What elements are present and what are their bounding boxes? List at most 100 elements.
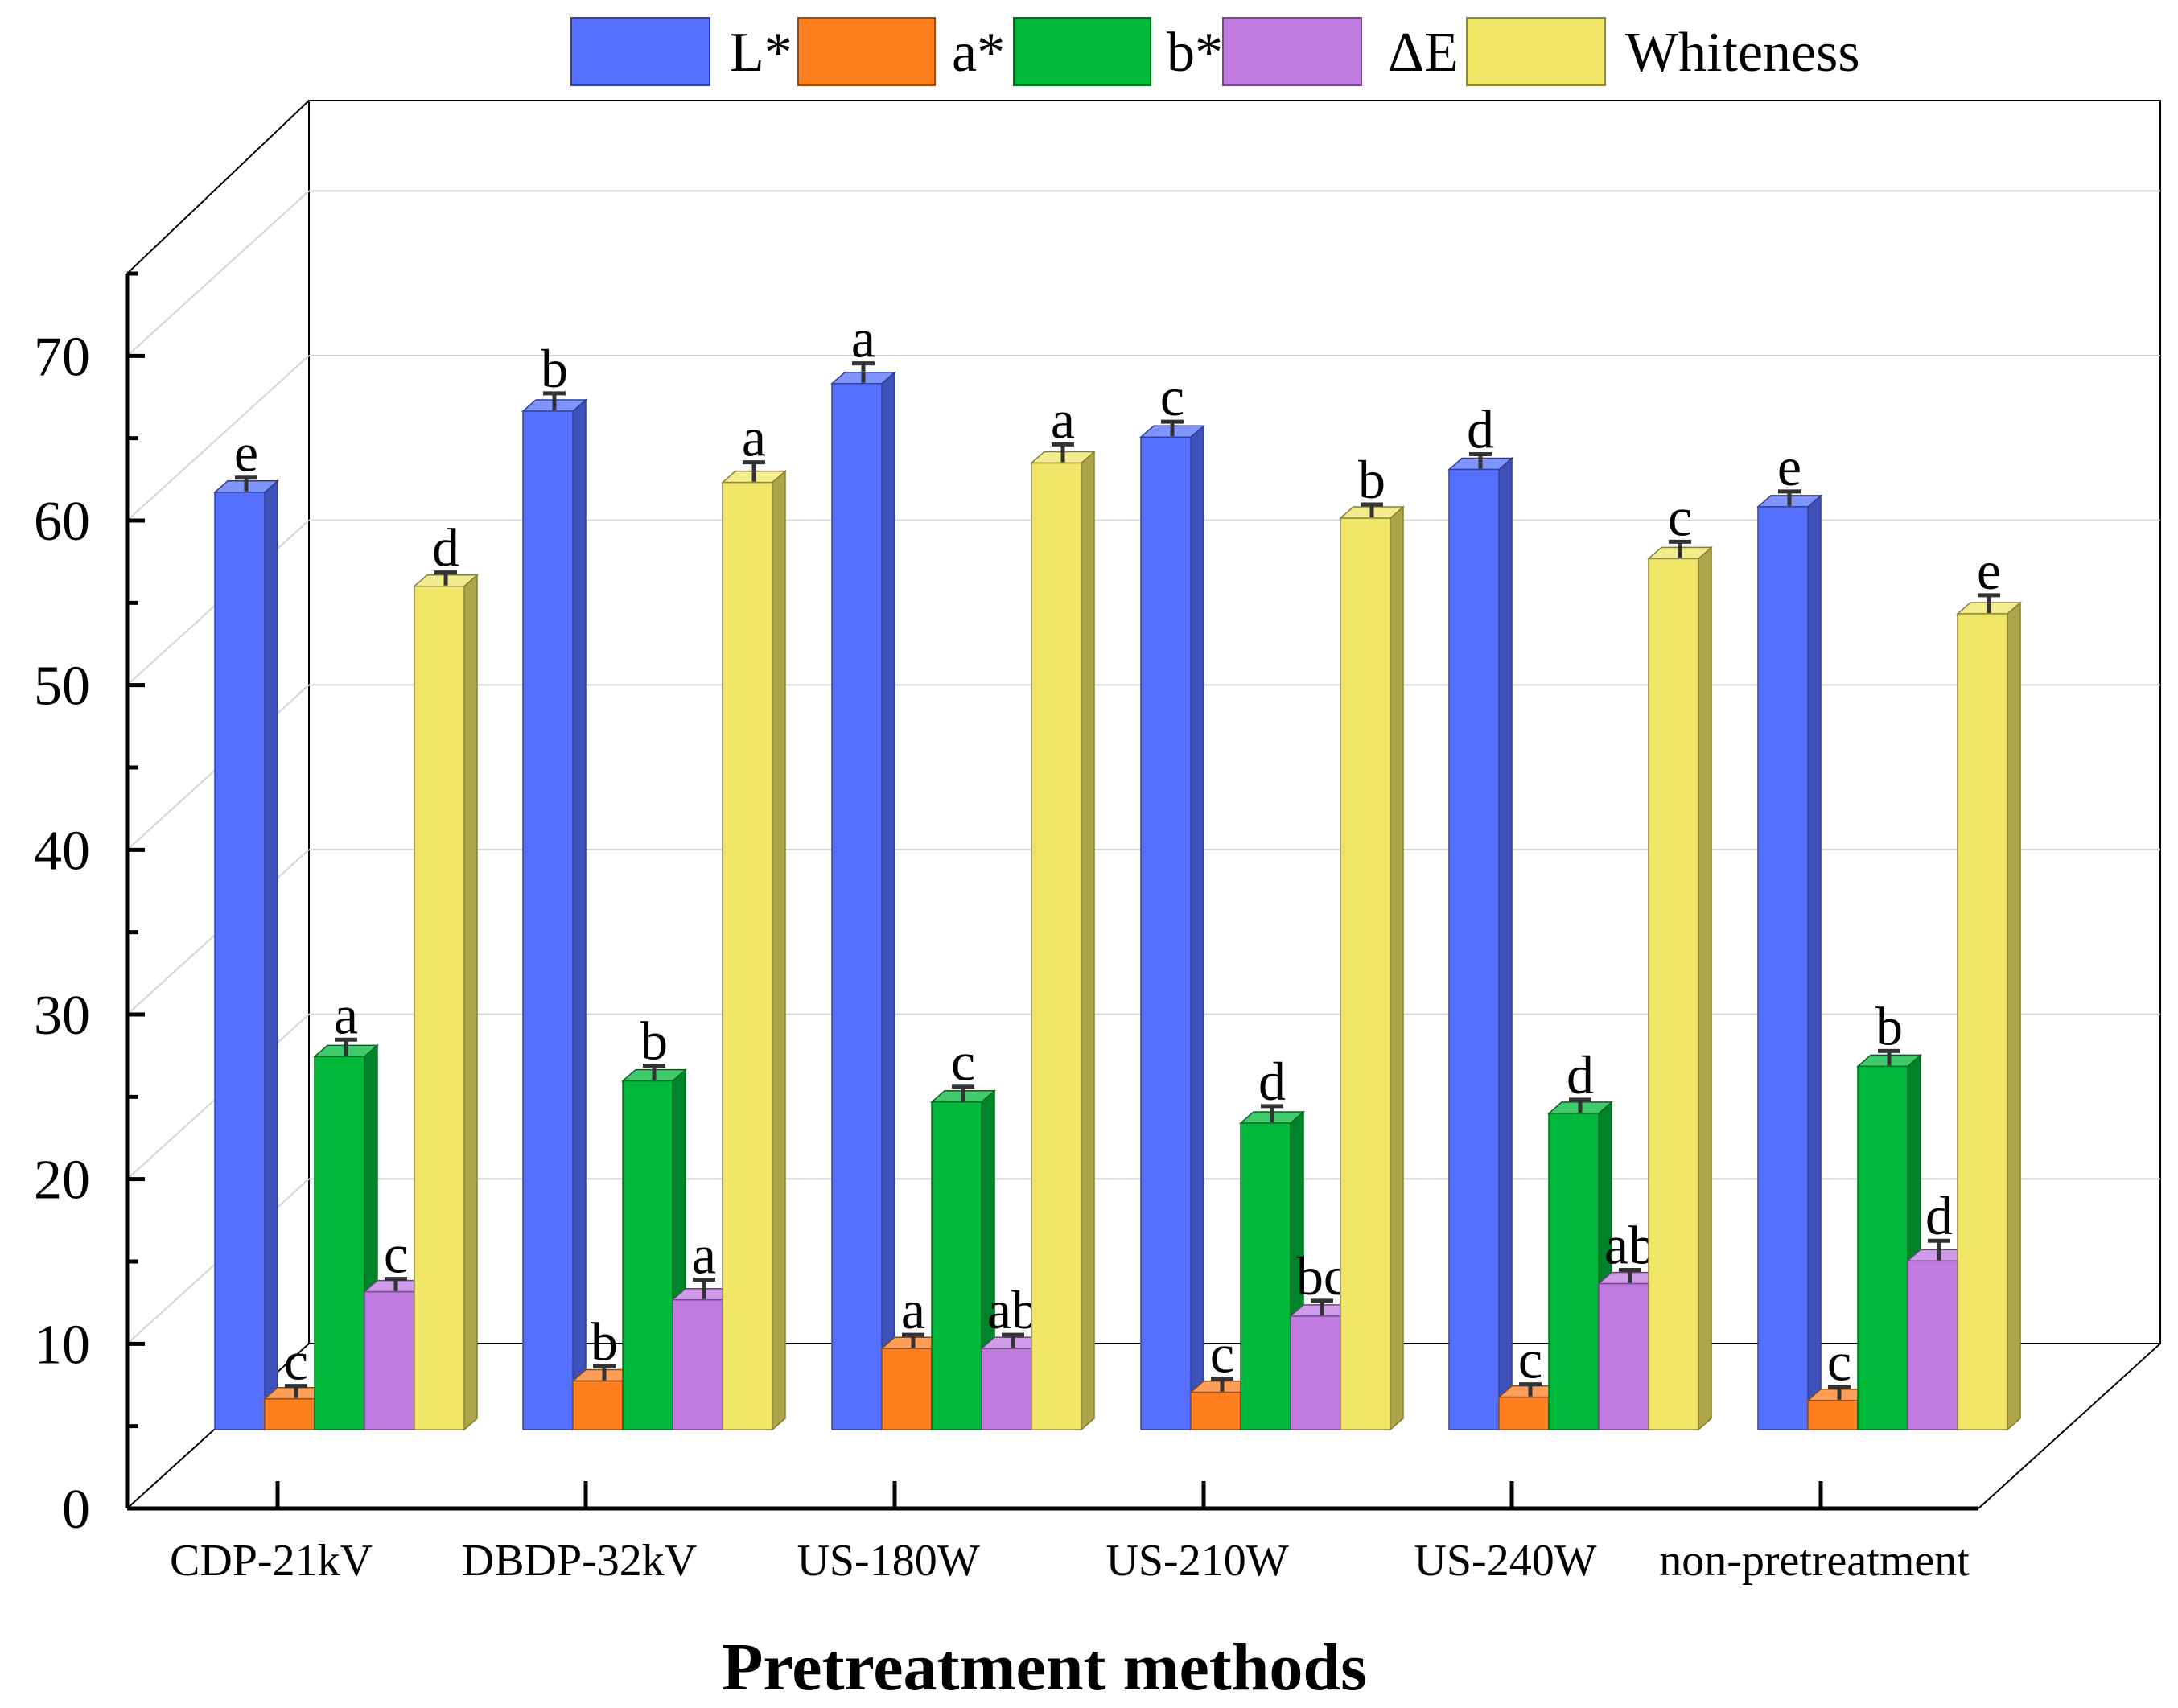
legend: L* a* b* ΔE Whiteness [570,17,1860,86]
significance-letter: c [1518,1329,1542,1390]
bar-front [672,1298,723,1430]
bar: a [1030,389,1096,1431]
significance-letter: e [1777,436,1801,497]
bar-front [831,382,883,1430]
bar: a [671,1224,737,1431]
y-tick-label: 20 [34,1150,90,1212]
bar-side [1390,505,1404,1431]
significance-letter: b [1358,449,1385,510]
bar-front [1857,1065,1908,1430]
x-tick-label: US-240W [1414,1536,1596,1586]
bar-front [1290,1315,1341,1430]
legend-swatch [1466,17,1606,86]
bar-front [314,1056,365,1430]
bar-front [931,1101,982,1430]
significance-letter: a [692,1224,716,1286]
bar-front [1598,1282,1649,1430]
bar: c [1497,1329,1563,1431]
side-gridline [126,190,310,357]
significance-letter: b [640,1010,668,1072]
bar: e [1756,436,1822,1431]
significance-letter: a [742,407,766,468]
bars: e c a c d b b b a a a a c ab a c c d bc b d c d ab c e c b d e [213,308,2022,1431]
bar-front [572,1380,624,1430]
bar-front [214,492,266,1430]
bar: a [830,308,896,1431]
bar-front [1140,436,1192,1430]
axes: 0 10 20 30 40 50 60 70 CDP-21kV DBDP-32kV US-180W U… [34,271,1978,1586]
bar-front [1548,1113,1600,1430]
bar-front [414,585,465,1430]
bar-side [1190,424,1204,1431]
x-tick-label: US-180W [797,1536,979,1586]
significance-letter: b [541,338,568,399]
legend-item: ΔE [1222,17,1459,86]
significance-letter: c [1668,486,1692,547]
legend-item: a* [797,17,1005,86]
bar-front [1757,506,1809,1430]
chart-frame [126,100,2161,1509]
y-tick-label: 30 [34,985,90,1047]
significance-letter: c [1210,1323,1234,1385]
bar-front [522,410,574,1430]
significance-letter: bc [1296,1245,1348,1307]
bar-front [1957,613,2008,1430]
legend-swatch [1013,17,1151,86]
bar-side [1498,456,1513,1431]
x-tick-label: US-210W [1105,1536,1288,1586]
legend-item: Whiteness [1466,17,1860,86]
bar: b [1339,449,1405,1431]
significance-letter: c [951,1031,975,1093]
significance-letter: d [432,517,459,578]
bar-front [1648,558,1699,1430]
significance-letter: e [234,422,258,484]
x-axis-title: Pretreatment methods [722,1630,1367,1705]
legend-swatch [1222,17,1362,86]
bar-front [1907,1260,1958,1430]
significance-letter: ab [1604,1215,1656,1276]
y-tick-label: 70 [34,326,90,388]
legend-swatch [797,17,936,86]
back-wall [308,100,2161,1344]
bar-front [981,1348,1032,1430]
significance-letter: d [1567,1044,1594,1105]
y-tick-label: 50 [34,656,90,718]
bar-side [1698,545,1712,1431]
legend-label: L* [730,22,793,84]
bar-front [1340,517,1391,1430]
bar: b [521,338,587,1431]
significance-letter: a [851,308,875,369]
y-tick-label: 40 [34,820,90,882]
significance-letter: ab [987,1279,1039,1340]
bar-side [1081,450,1095,1431]
significance-letter: c [1827,1331,1851,1393]
significance-letter: c [284,1331,308,1392]
x-tick-label: DBDP-32kV [462,1536,697,1586]
significance-letter: a [901,1279,925,1340]
significance-letter: e [1977,540,2001,601]
bar: e [213,422,279,1431]
bar-front [722,481,773,1430]
bar-side [772,470,786,1431]
legend-swatch [570,17,710,86]
significance-letter: d [1258,1051,1286,1112]
bar-front [1807,1399,1859,1430]
significance-letter: a [334,984,358,1045]
y-tick-label: 10 [34,1314,90,1376]
legend-label: a* [952,22,1005,84]
bar-front [1448,468,1500,1430]
significance-letter: a [1051,389,1075,450]
bar: d [1447,398,1513,1431]
legend-item: L* [570,17,793,86]
bar-side [264,479,278,1431]
bar-front [1190,1391,1241,1430]
bar-front [1240,1122,1291,1430]
bar-front [622,1080,673,1430]
bar: d [413,517,479,1431]
bar-side [463,574,478,1431]
significance-letter: d [1467,398,1494,459]
top-left-edge [126,100,310,274]
y-tick-label: 0 [62,1479,90,1541]
legend-label: Whiteness [1625,22,1860,84]
